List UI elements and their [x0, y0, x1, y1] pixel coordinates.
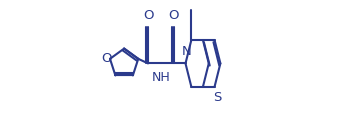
Text: N: N — [182, 45, 191, 58]
Text: O: O — [102, 52, 112, 65]
Text: S: S — [213, 91, 221, 104]
Text: O: O — [169, 9, 179, 22]
Text: NH: NH — [152, 70, 171, 84]
Text: O: O — [143, 9, 153, 22]
